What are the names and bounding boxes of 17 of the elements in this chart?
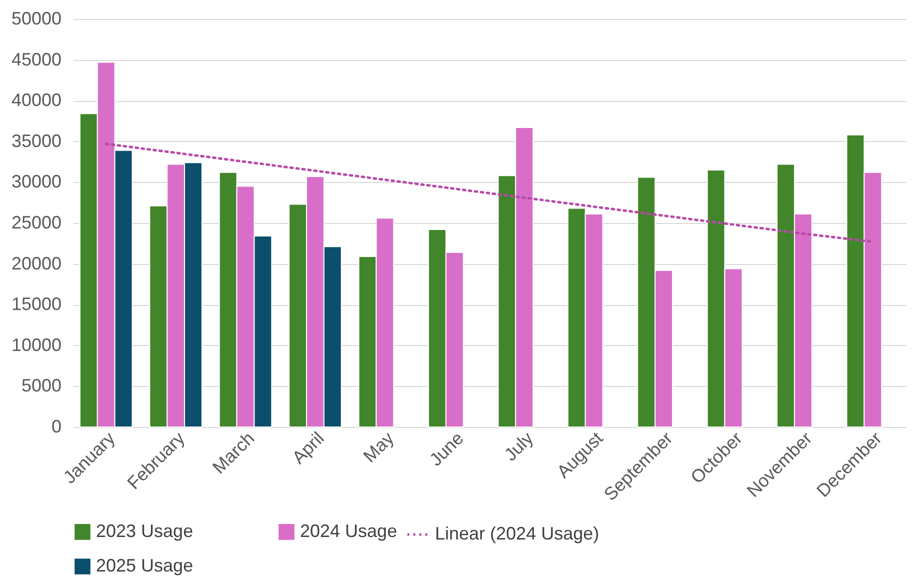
y-tick-label: 45000 [11,49,62,70]
legend-label: 2025 Usage [96,556,194,576]
y-tick-label: 10000 [11,334,62,355]
x-tick-label: May [359,428,398,466]
y-tick-label: 20000 [11,253,62,274]
y-tick-label: 35000 [11,130,62,151]
legend-label: 2024 Usage [300,520,398,541]
y-tick-label: 0 [51,416,62,436]
y-tick-label: 5000 [21,376,62,396]
y-tick-label: 30000 [11,172,62,192]
legend-label: Linear (2024 Usage) [435,524,600,544]
y-tick-label: 40000 [11,90,62,110]
y-tick-label: 15000 [11,294,62,314]
y-tick-label: 25000 [11,212,62,232]
y-tick-label: 50000 [11,8,62,28]
legend-label: 2023 Usage [96,520,194,541]
x-tick-label: July [500,428,538,465]
